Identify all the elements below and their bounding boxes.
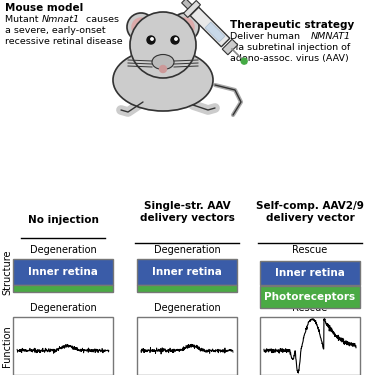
- Text: adeno-assoc. virus (AAV): adeno-assoc. virus (AAV): [230, 54, 349, 63]
- Text: Inner retina: Inner retina: [152, 267, 222, 277]
- Text: Single-str. AAV
delivery vectors: Single-str. AAV delivery vectors: [140, 201, 234, 223]
- Bar: [183, 0, 201, 18]
- Text: a severe, early-onset: a severe, early-onset: [5, 26, 106, 35]
- Circle shape: [159, 66, 166, 72]
- Text: Therapeutic strategy: Therapeutic strategy: [230, 20, 354, 30]
- Bar: [137, 317, 237, 375]
- Bar: [13, 259, 113, 285]
- Text: Self-comp. AAV2/9
delivery vector: Self-comp. AAV2/9 delivery vector: [256, 201, 364, 223]
- Text: Photoreceptors: Photoreceptors: [264, 292, 356, 302]
- Bar: [260, 286, 360, 308]
- Text: No injection: No injection: [28, 215, 98, 225]
- Text: Function: Function: [2, 325, 12, 367]
- Circle shape: [127, 13, 155, 41]
- Circle shape: [241, 58, 247, 64]
- Bar: [260, 261, 360, 285]
- Circle shape: [176, 18, 194, 36]
- Bar: [137, 285, 237, 292]
- Bar: [182, 0, 194, 11]
- Bar: [190, 7, 230, 47]
- Circle shape: [175, 38, 177, 40]
- Text: Rescue: Rescue: [292, 303, 328, 313]
- Circle shape: [151, 38, 153, 40]
- Text: Degeneration: Degeneration: [30, 303, 96, 313]
- Text: recessive retinal disease: recessive retinal disease: [5, 37, 123, 46]
- Text: Inner retina: Inner retina: [28, 267, 98, 277]
- Text: causes: causes: [83, 15, 119, 24]
- Text: Structure: Structure: [2, 249, 12, 295]
- Circle shape: [171, 13, 199, 41]
- Text: Mouse model: Mouse model: [5, 3, 83, 13]
- Circle shape: [130, 12, 196, 78]
- Bar: [187, 4, 199, 16]
- Text: Degeneration: Degeneration: [30, 245, 96, 255]
- Bar: [137, 259, 237, 285]
- Text: NMNAT1: NMNAT1: [311, 32, 351, 41]
- Text: Inner retina: Inner retina: [275, 268, 345, 278]
- Bar: [205, 22, 225, 42]
- Text: Mutant: Mutant: [5, 15, 42, 24]
- Text: Degeneration: Degeneration: [154, 303, 220, 313]
- Bar: [222, 39, 238, 55]
- Ellipse shape: [113, 49, 213, 111]
- Text: Rescue: Rescue: [292, 245, 328, 255]
- Text: via subretinal injection of: via subretinal injection of: [230, 43, 350, 52]
- Bar: [260, 317, 360, 375]
- Ellipse shape: [139, 44, 177, 66]
- Text: Deliver human: Deliver human: [230, 32, 303, 41]
- Text: Degeneration: Degeneration: [154, 245, 220, 255]
- Text: Nmnat1: Nmnat1: [42, 15, 80, 24]
- Bar: [13, 317, 113, 375]
- Circle shape: [171, 36, 179, 44]
- Bar: [13, 285, 113, 292]
- Circle shape: [147, 36, 155, 44]
- Circle shape: [132, 18, 150, 36]
- Ellipse shape: [152, 54, 174, 69]
